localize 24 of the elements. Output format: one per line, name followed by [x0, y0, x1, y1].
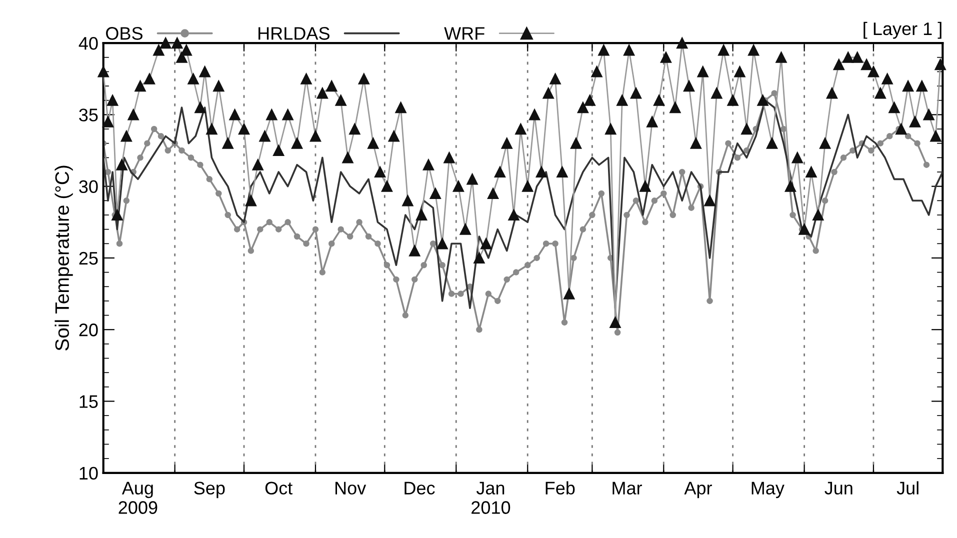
x-tick-label: Jun	[824, 482, 852, 494]
x-tick-label: Jan 2010	[472, 482, 510, 514]
x-tick-label: Feb	[546, 481, 575, 494]
legend-label: HRLDAS	[258, 27, 330, 40]
y-tick-label: 40	[78, 36, 98, 50]
x-tick-label: Sep	[194, 482, 225, 498]
y-tick-label: 25	[79, 252, 98, 265]
x-tick-label: Mar	[612, 482, 642, 494]
x-tick-label: Jul	[896, 481, 918, 494]
y-tick-label: 35	[79, 108, 98, 122]
y-tick-label: 15	[80, 395, 98, 408]
x-tick-label: Apr	[684, 482, 712, 498]
x-tick-label: Dec	[404, 482, 435, 494]
y-axis-title: Soil Temperature (°C)	[54, 166, 73, 350]
y-tick-label: 20	[79, 324, 98, 336]
x-tick-label: Nov	[335, 482, 366, 494]
x-tick-label: May	[752, 482, 784, 498]
y-tick-label: 30	[79, 180, 98, 194]
x-tick-label: Aug 2009	[118, 482, 158, 514]
legend-label: OBS	[106, 27, 142, 40]
text: [ Layer 1 ]	[864, 22, 942, 39]
x-tick-label: Oct	[265, 482, 293, 494]
legend-label: WRF	[444, 27, 484, 40]
y-tick-label: 10	[80, 466, 98, 480]
